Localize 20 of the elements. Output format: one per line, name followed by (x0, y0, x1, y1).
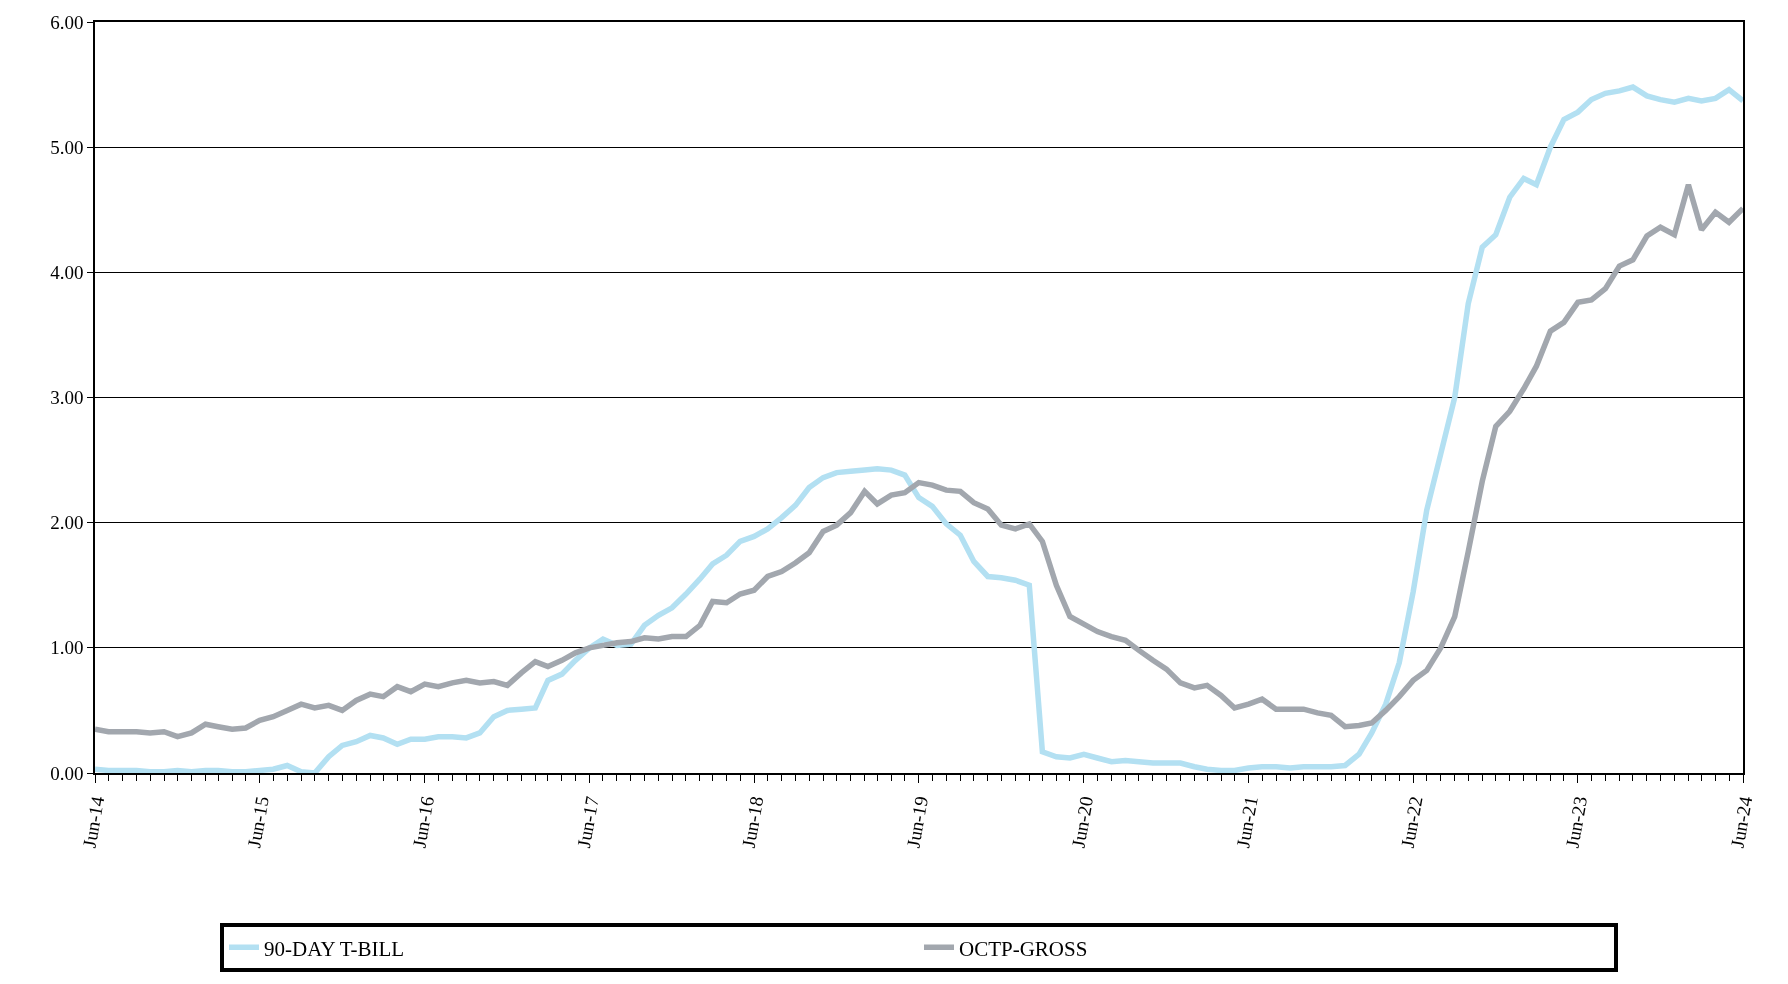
x-tick-label: Jun-18 (737, 794, 768, 850)
y-tick-label: 3.00 (50, 387, 84, 409)
x-tick-label: Jun-23 (1561, 794, 1592, 850)
x-tick-label: Jun-15 (243, 794, 273, 850)
legend-label: 90-DAY T-BILL (264, 936, 405, 961)
x-tick-label: Jun-24 (1726, 794, 1757, 850)
y-tick-label: 2.00 (50, 512, 84, 534)
legend-label: OCTP-GROSS (959, 936, 1088, 961)
x-tick-label: Jun-19 (902, 794, 933, 850)
y-tick-label: 1.00 (50, 637, 84, 659)
x-tick-label: Jun-16 (408, 794, 439, 850)
y-tick-label: 5.00 (50, 136, 84, 158)
y-tick-label: 4.00 (50, 261, 84, 283)
x-tick-label: Jun-17 (573, 794, 603, 850)
x-tick-label: Jun-14 (78, 794, 109, 850)
x-tick-label: Jun-20 (1067, 794, 1098, 850)
x-tick-label: Jun-21 (1232, 794, 1262, 850)
y-tick-label: 6.00 (50, 11, 84, 33)
y-tick-label: 0.00 (50, 762, 84, 784)
x-tick-label: Jun-22 (1396, 794, 1427, 850)
